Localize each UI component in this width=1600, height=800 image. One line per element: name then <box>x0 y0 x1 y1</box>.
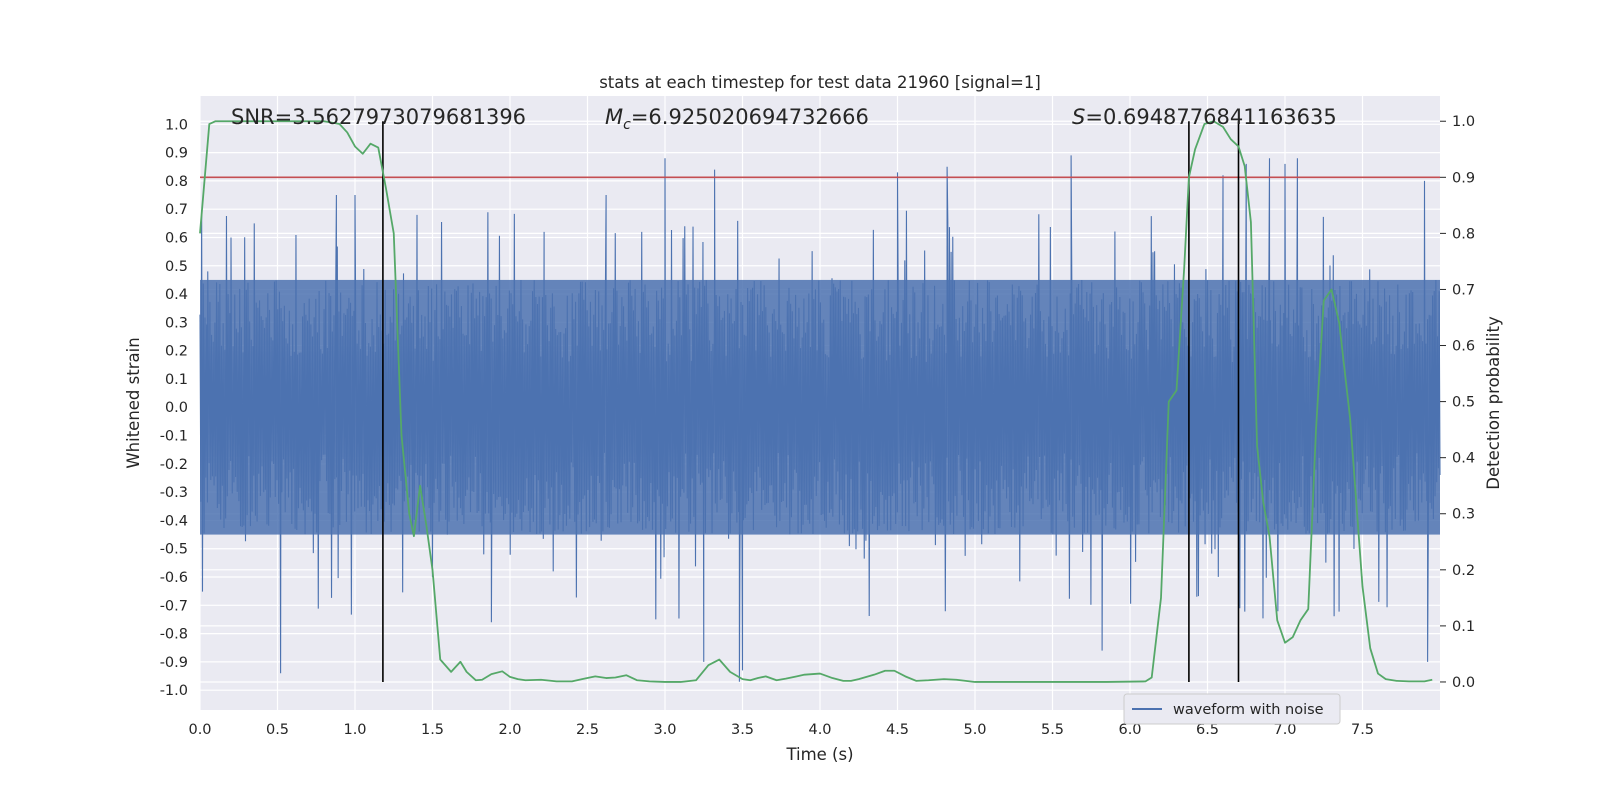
chirp-mass-annotation: Mc=6.925020694732666 <box>605 105 869 133</box>
x-tick-label: 4.5 <box>886 722 909 738</box>
y-tick-label-left: -0.6 <box>160 570 188 586</box>
y-tick-label-left: 0.6 <box>165 230 188 246</box>
y-tick-label-left: 0.8 <box>165 174 188 190</box>
score-annotation: S=0.6948776841163635 <box>1072 105 1337 129</box>
y-tick-label-left: -0.4 <box>160 513 188 529</box>
y-tick-label-left: 0.7 <box>165 202 188 218</box>
x-tick-label: 4.0 <box>808 722 831 738</box>
y-tick-label-left: 0.9 <box>165 146 188 162</box>
x-tick-label: 5.0 <box>963 722 986 738</box>
x-tick-label: 1.0 <box>343 722 366 738</box>
y-tick-label-left: 0.0 <box>165 400 188 416</box>
y-tick-label-right: 0.0 <box>1452 675 1475 691</box>
x-tick-label: 2.0 <box>498 722 521 738</box>
y-tick-label-left: 0.3 <box>165 315 188 331</box>
y-tick-label-right: 0.4 <box>1452 451 1475 467</box>
chirp-mass-subscript: c <box>623 117 631 133</box>
chirp-mass-value: =6.925020694732666 <box>631 105 869 129</box>
y-tick-label-left: 1.0 <box>165 117 188 133</box>
y-tick-label-right: 0.6 <box>1452 339 1475 355</box>
x-tick-label: 5.5 <box>1041 722 1064 738</box>
y-tick-label-left: -0.2 <box>160 457 188 473</box>
x-tick-label: 3.5 <box>731 722 754 738</box>
y-tick-label-right: 0.5 <box>1452 395 1475 411</box>
chart-title: stats at each timestep for test data 219… <box>599 73 1041 92</box>
y-axis-label-right: Detection probability <box>1484 316 1503 490</box>
y-tick-label-left: -0.3 <box>160 485 188 501</box>
x-tick-label: 2.5 <box>576 722 599 738</box>
x-tick-label: 1.5 <box>421 722 444 738</box>
legend: waveform with noise <box>1123 693 1341 725</box>
y-tick-label-right: 0.9 <box>1452 170 1475 186</box>
y-tick-label-right: 0.3 <box>1452 507 1475 523</box>
detection-probability-series <box>199 120 1433 683</box>
x-tick-label: 3.0 <box>653 722 676 738</box>
x-tick-label: 7.0 <box>1273 722 1296 738</box>
tick-labels: 0.0 0.5 1.0 1.5 2.0 2.5 3.0 3.5 4.0 4.5 5.0 5.5 6.0 6… <box>160 114 1475 738</box>
vertical-marker-lines <box>382 121 1240 682</box>
y-tick-label-right: 0.8 <box>1452 226 1475 242</box>
y-tick-label-left: -0.7 <box>160 598 188 614</box>
y-tick-label-left: -0.1 <box>160 429 188 445</box>
chirp-mass-symbol: M <box>605 105 623 129</box>
y-tick-label-left: -1.0 <box>160 683 188 699</box>
detection-probability-line <box>199 120 1433 683</box>
y-tick-label-left: 0.5 <box>165 259 188 275</box>
x-tick-label: 0.0 <box>188 722 211 738</box>
x-tick-label: 6.5 <box>1196 722 1219 738</box>
y-tick-label-left: -0.5 <box>160 542 188 558</box>
y-tick-label-right: 1.0 <box>1452 114 1475 130</box>
score-symbol: S <box>1072 105 1085 129</box>
x-tick-label: 7.5 <box>1351 722 1374 738</box>
y-tick-label-left: 0.2 <box>165 344 188 360</box>
x-tick-label: 0.5 <box>266 722 289 738</box>
score-value: =0.6948776841163635 <box>1085 105 1336 129</box>
y-tick-label-right: 0.7 <box>1452 282 1475 298</box>
y-tick-label-right: 0.2 <box>1452 563 1475 579</box>
snr-annotation: SNR=3.5627973079681396 <box>231 105 526 129</box>
y-axis-label-left: Whitened strain <box>124 337 143 468</box>
y-tick-label-left: -0.9 <box>160 655 188 671</box>
y-tick-label-left: -0.8 <box>160 627 188 643</box>
y-tick-label-left: 0.1 <box>165 372 188 388</box>
y-tick-label-right: 0.1 <box>1452 619 1475 635</box>
legend-box <box>1123 693 1341 725</box>
y-tick-label-left: 0.4 <box>165 287 188 303</box>
x-tick-label: 6.0 <box>1118 722 1141 738</box>
x-axis-label: Time (s) <box>785 745 853 764</box>
legend-label-waveform: waveform with noise <box>1173 702 1324 718</box>
